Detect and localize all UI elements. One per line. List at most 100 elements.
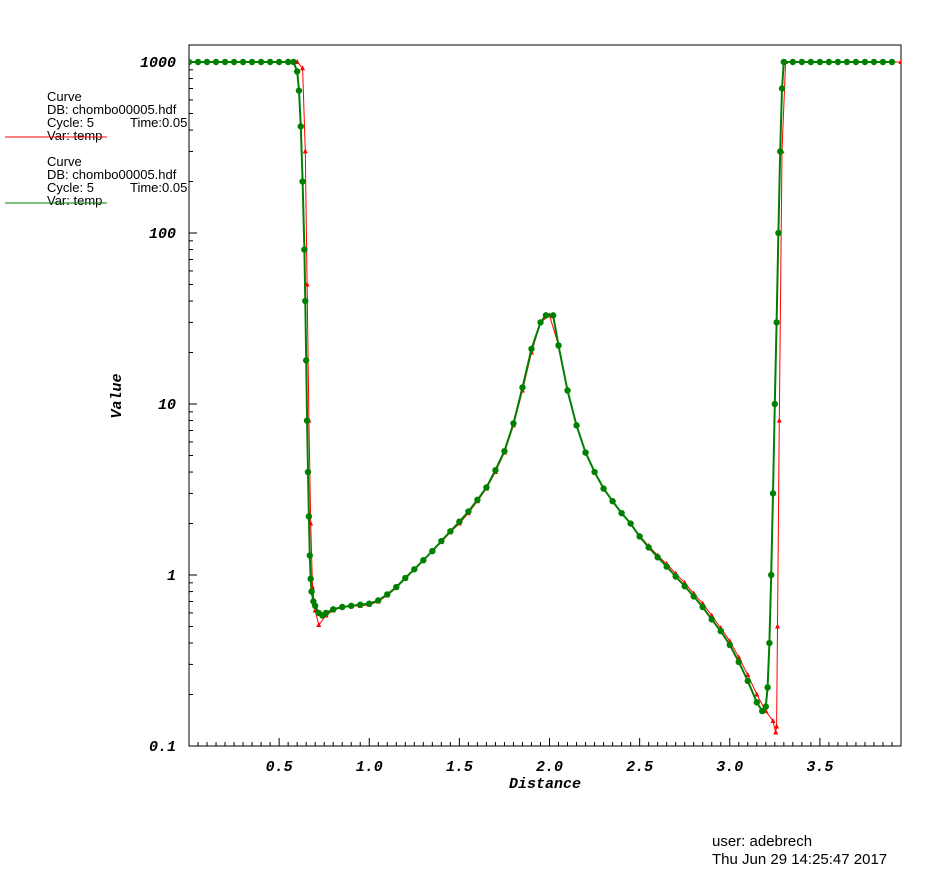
data-point <box>300 65 306 71</box>
x-tick-label: 2.0 <box>536 759 563 776</box>
plot-frame <box>188 44 902 747</box>
data-point <box>745 672 751 678</box>
data-point <box>302 297 309 305</box>
data-point <box>762 703 770 710</box>
data-point <box>456 518 463 525</box>
data-point <box>492 467 499 474</box>
legend-1-db: DB: chombo00005.hdf <box>47 102 177 117</box>
data-point <box>663 563 670 570</box>
legend-2-var: Var: temp <box>47 193 102 208</box>
data-point <box>339 603 346 611</box>
data-point <box>303 417 311 424</box>
legend-1-time: Time:0.05 <box>130 115 187 130</box>
data-point <box>776 417 782 423</box>
data-point <box>627 520 634 527</box>
data-point <box>275 58 283 66</box>
data-point <box>519 384 526 391</box>
axis-ticks <box>189 69 893 747</box>
data-point <box>366 600 373 607</box>
footer-date: Thu Jun 29 14:25:47 2017 <box>712 851 887 868</box>
data-point <box>766 639 773 647</box>
data-point <box>375 597 382 604</box>
data-point <box>221 58 229 66</box>
data-point <box>212 58 220 66</box>
data-point <box>528 345 535 353</box>
data-point <box>870 58 878 66</box>
x-tick-label: 1.5 <box>446 759 473 776</box>
data-point <box>582 449 589 456</box>
data-point <box>774 723 780 729</box>
legend-1-var: Var: temp <box>47 128 102 143</box>
footer-user: user: adebrech <box>712 833 812 850</box>
data-point <box>769 490 777 497</box>
data-point <box>465 508 472 515</box>
legend-2-time: Time:0.05 <box>130 180 187 195</box>
data-point <box>293 68 301 75</box>
data-point <box>773 729 779 735</box>
data-point <box>447 528 454 535</box>
data-point <box>770 718 776 724</box>
axis-tick-labels: 0.5 1.0 1.5 2.0 2.5 3.0 3.5 1000 100 10 1 0.1 <box>140 55 833 776</box>
data-point <box>483 484 490 491</box>
data-point <box>636 533 643 540</box>
data-point <box>420 557 427 564</box>
x-tick-label: 1.0 <box>356 759 383 776</box>
data-point <box>681 583 688 590</box>
data-point <box>429 547 436 555</box>
data-point <box>807 58 815 66</box>
data-point <box>510 420 517 427</box>
x-tick-label: 3.5 <box>806 759 833 776</box>
data-point <box>311 602 319 610</box>
data-point <box>600 485 607 492</box>
data-point <box>322 609 330 617</box>
x-tick-label: 3.0 <box>716 759 743 776</box>
data-point <box>384 591 391 598</box>
legend-2-title: Curve <box>47 154 82 169</box>
data-point <box>780 58 788 66</box>
data-point <box>284 58 292 66</box>
y-tick-label: 0.1 <box>149 739 176 756</box>
data-point <box>266 58 274 66</box>
legend: Curve DB: chombo00005.hdf Cycle: 5 Time:… <box>5 89 187 208</box>
data-point <box>555 342 562 349</box>
data-point <box>301 246 308 253</box>
data-point <box>357 601 364 608</box>
data-point <box>239 58 247 66</box>
data-point <box>816 58 824 66</box>
data-point <box>888 58 896 66</box>
data-point <box>699 603 706 611</box>
legend-2-db: DB: chombo00005.hdf <box>47 167 177 182</box>
data-point <box>474 496 481 504</box>
data-point <box>708 616 715 623</box>
series-layer <box>189 58 901 735</box>
data-point <box>316 622 322 628</box>
data-point <box>304 468 312 476</box>
data-point <box>717 627 724 635</box>
data-point <box>771 400 779 408</box>
data-point <box>852 58 860 66</box>
data-point <box>257 58 265 66</box>
data-point <box>302 357 310 364</box>
data-point <box>307 575 314 583</box>
y-tick-label: 1 <box>167 568 176 585</box>
data-point <box>778 85 786 92</box>
data-point <box>306 552 313 559</box>
y-axis-title: Value <box>109 373 126 418</box>
data-point <box>834 58 842 66</box>
data-point <box>843 58 851 66</box>
data-point <box>764 684 771 691</box>
data-point <box>789 58 797 66</box>
data-point <box>777 148 784 155</box>
data-point <box>230 58 238 66</box>
data-point <box>773 319 780 326</box>
x-axis-title: Distance <box>509 776 581 793</box>
data-point <box>798 58 806 66</box>
data-point <box>654 554 661 561</box>
data-point <box>549 312 557 319</box>
data-point <box>775 623 781 629</box>
data-point <box>348 602 355 610</box>
data-point <box>203 58 211 66</box>
data-point <box>861 58 869 66</box>
data-point <box>609 498 616 505</box>
data-point <box>302 148 308 154</box>
